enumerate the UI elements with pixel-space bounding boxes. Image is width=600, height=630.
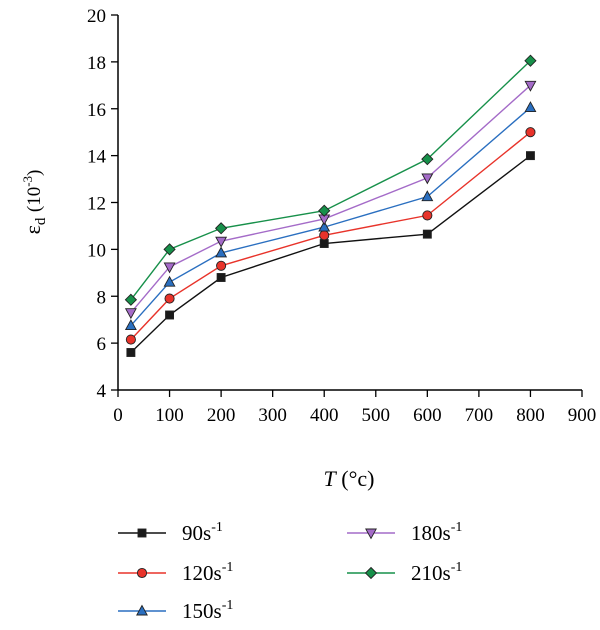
x-tick-label: 900 bbox=[568, 405, 597, 426]
data-point-90s bbox=[126, 348, 136, 357]
legend-label: 150s-1 bbox=[182, 598, 233, 623]
data-point-210s bbox=[318, 204, 331, 217]
y-tick-label: 20 bbox=[87, 6, 106, 27]
y-tick-label: 4 bbox=[97, 381, 107, 402]
data-point-210s bbox=[163, 243, 176, 256]
data-point-120s bbox=[525, 127, 536, 138]
data-point-150s bbox=[124, 319, 137, 330]
data-point-150s bbox=[215, 246, 228, 258]
data-point-180s bbox=[421, 173, 434, 185]
series-line-90s bbox=[130, 155, 531, 354]
x-tick-label: 600 bbox=[413, 405, 442, 426]
x-tick-label: 300 bbox=[258, 405, 287, 426]
legend-label: 210s-1 bbox=[411, 560, 462, 585]
x-tick-label: 800 bbox=[516, 405, 545, 426]
plot-area: 0 100 200 300 400 500 600 700 800 900 4 6 8 10 12 14 16… bbox=[87, 6, 596, 426]
data-point-180s bbox=[524, 80, 537, 92]
series-markers bbox=[124, 54, 537, 357]
legend: 90s-1 120s-1 150s-1 180s-1 210s-1 bbox=[118, 520, 462, 623]
series-line-180s bbox=[130, 84, 531, 314]
data-point-150s bbox=[524, 101, 537, 113]
data-point-210s bbox=[421, 153, 434, 166]
y-tick-label: 6 bbox=[97, 334, 107, 355]
data-point-210s bbox=[524, 54, 537, 67]
data-point-120s bbox=[216, 260, 227, 271]
legend-label: 120s-1 bbox=[182, 560, 233, 585]
legend-item-150s: 150s-1 bbox=[118, 598, 233, 623]
data-point-120s bbox=[422, 210, 433, 221]
data-point-150s bbox=[318, 220, 331, 232]
data-point-120s bbox=[164, 293, 175, 304]
legend-item-210s: 210s-1 bbox=[347, 560, 462, 585]
series-lines bbox=[130, 60, 531, 354]
data-point-120s bbox=[319, 230, 330, 241]
data-point-210s bbox=[124, 293, 138, 306]
x-ticks: 0 100 200 300 400 500 600 700 800 900 bbox=[113, 390, 596, 426]
y-axis-title: εd (10-3) bbox=[20, 170, 49, 235]
legend-item-180s: 180s-1 bbox=[347, 520, 462, 545]
legend-marker bbox=[136, 567, 148, 579]
y-tick-label: 8 bbox=[97, 287, 107, 308]
legend-marker bbox=[137, 528, 147, 538]
data-point-90s bbox=[319, 239, 329, 248]
data-point-180s bbox=[163, 262, 176, 274]
legend-marker bbox=[136, 604, 148, 616]
y-tick-label: 10 bbox=[87, 240, 106, 261]
legend-marker bbox=[364, 566, 378, 580]
y-ticks: 4 6 8 10 12 14 16 18 20 bbox=[87, 6, 118, 402]
data-point-90s bbox=[525, 151, 535, 161]
data-point-90s bbox=[165, 310, 175, 320]
y-tick-label: 14 bbox=[87, 147, 107, 168]
legend-marker bbox=[365, 528, 377, 540]
x-axis-title: T (°c) bbox=[324, 466, 375, 491]
x-tick-label: 100 bbox=[155, 405, 184, 426]
y-tick-label: 12 bbox=[87, 194, 106, 215]
legend-label: 90s-1 bbox=[182, 520, 223, 545]
series-line-150s bbox=[130, 107, 531, 327]
x-tick-label: 0 bbox=[113, 405, 123, 426]
data-point-90s bbox=[216, 273, 226, 282]
legend-label: 180s-1 bbox=[411, 520, 462, 545]
x-tick-label: 700 bbox=[465, 405, 494, 426]
y-tick-label: 18 bbox=[87, 53, 106, 74]
data-point-150s bbox=[421, 190, 434, 202]
y-tick-label: 16 bbox=[87, 100, 106, 121]
data-point-150s bbox=[163, 275, 176, 287]
x-tick-label: 500 bbox=[362, 405, 391, 426]
data-point-180s bbox=[124, 308, 137, 320]
x-tick-label: 200 bbox=[207, 405, 236, 426]
data-point-90s bbox=[422, 229, 432, 239]
legend-item-90s: 90s-1 bbox=[118, 520, 223, 545]
legend-item-120s: 120s-1 bbox=[118, 560, 233, 585]
data-point-210s bbox=[214, 222, 228, 235]
series-line-210s bbox=[130, 60, 531, 301]
x-tick-label: 400 bbox=[310, 405, 339, 426]
data-point-180s bbox=[215, 236, 228, 248]
series-line-120s bbox=[130, 131, 531, 341]
data-point-120s bbox=[125, 334, 136, 345]
